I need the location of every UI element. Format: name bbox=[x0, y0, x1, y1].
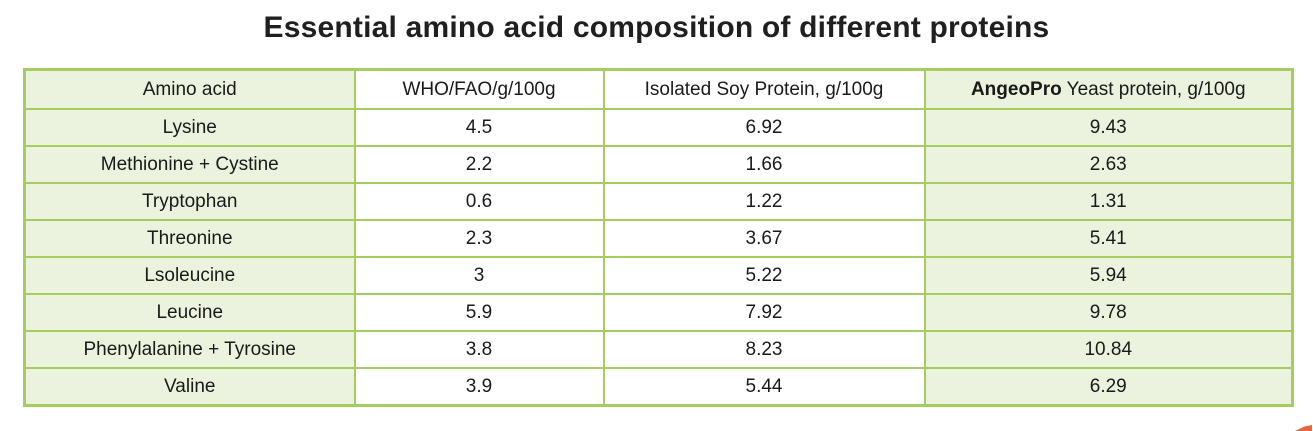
who-fao-value-cell: 3 bbox=[353, 256, 605, 295]
table-row: Lsoleucine 3 5.22 5.94 bbox=[23, 256, 1294, 295]
who-fao-value-cell: 3.9 bbox=[353, 367, 605, 407]
amino-acid-name-cell: Phenylalanine + Tyrosine bbox=[23, 330, 356, 369]
angeopro-value-cell: 5.94 bbox=[923, 256, 1294, 295]
soy-value-cell: 3.67 bbox=[602, 219, 926, 258]
soy-value-cell: 1.22 bbox=[602, 182, 926, 221]
angeopro-value-cell: 9.78 bbox=[923, 293, 1294, 332]
angeopro-unit-label: Yeast protein, g/100g bbox=[1066, 78, 1246, 100]
amino-acid-table: Amino acid WHO/FAO/g/100g Isolated Soy P… bbox=[23, 68, 1294, 407]
angeopro-value-cell: 6.29 bbox=[923, 367, 1294, 407]
angeopro-brand-label: AngeoPro bbox=[970, 78, 1062, 100]
table-body: Lysine 4.5 6.92 9.43 Methionine + Cystin… bbox=[23, 108, 1294, 407]
amino-acid-name-cell: Threonine bbox=[23, 219, 356, 258]
soy-value-cell: 6.92 bbox=[602, 108, 926, 147]
amino-acid-name-cell: Lsoleucine bbox=[23, 256, 356, 295]
amino-acid-name-cell: Methionine + Cystine bbox=[23, 145, 356, 184]
angeopro-value-cell: 1.31 bbox=[923, 182, 1294, 221]
table-row: Phenylalanine + Tyrosine 3.8 8.23 10.84 bbox=[23, 330, 1294, 369]
angeopro-value-cell: 2.63 bbox=[923, 145, 1294, 184]
orange-corner-decoration bbox=[1295, 425, 1312, 431]
angeopro-value-cell: 9.43 bbox=[923, 108, 1294, 147]
who-fao-value-cell: 2.2 bbox=[353, 145, 605, 184]
table-row: Methionine + Cystine 2.2 1.66 2.63 bbox=[23, 145, 1294, 184]
amino-acid-name-cell: Tryptophan bbox=[23, 182, 356, 221]
table-row: Leucine 5.9 7.92 9.78 bbox=[23, 293, 1294, 332]
table-row: Valine 3.9 5.44 6.29 bbox=[23, 367, 1294, 407]
soy-value-cell: 5.44 bbox=[602, 367, 926, 407]
col-header-amino-acid: Amino acid bbox=[23, 68, 356, 110]
table-row: Tryptophan 0.6 1.22 1.31 bbox=[23, 182, 1294, 221]
page-title: Essential amino acid composition of diff… bbox=[263, 11, 1050, 44]
table-row: Lysine 4.5 6.92 9.43 bbox=[23, 108, 1294, 147]
amino-acid-name-cell: Valine bbox=[23, 367, 356, 407]
col-header-who-fao: WHO/FAO/g/100g bbox=[353, 68, 605, 110]
col-header-angeopro: AngeoPro Yeast protein, g/100g bbox=[923, 68, 1294, 110]
who-fao-value-cell: 5.9 bbox=[353, 293, 605, 332]
who-fao-value-cell: 0.6 bbox=[353, 182, 605, 221]
soy-value-cell: 5.22 bbox=[602, 256, 926, 295]
angeopro-value-cell: 5.41 bbox=[923, 219, 1294, 258]
amino-acid-name-cell: Lysine bbox=[23, 108, 356, 147]
table-header-row: Amino acid WHO/FAO/g/100g Isolated Soy P… bbox=[23, 68, 1294, 110]
who-fao-value-cell: 4.5 bbox=[353, 108, 605, 147]
soy-value-cell: 8.23 bbox=[602, 330, 926, 369]
who-fao-value-cell: 2.3 bbox=[353, 219, 605, 258]
soy-value-cell: 7.92 bbox=[602, 293, 926, 332]
amino-acid-name-cell: Leucine bbox=[23, 293, 356, 332]
angeopro-value-cell: 10.84 bbox=[923, 330, 1294, 369]
soy-value-cell: 1.66 bbox=[602, 145, 926, 184]
table-row: Threonine 2.3 3.67 5.41 bbox=[23, 219, 1294, 258]
col-header-soy-protein: Isolated Soy Protein, g/100g bbox=[602, 68, 926, 110]
who-fao-value-cell: 3.8 bbox=[353, 330, 605, 369]
